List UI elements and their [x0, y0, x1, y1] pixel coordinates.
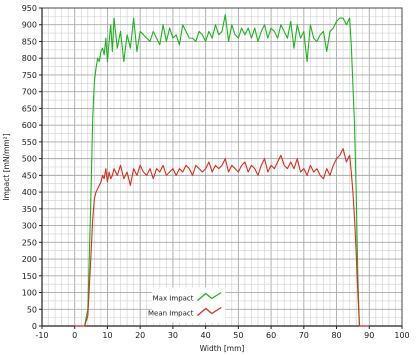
y-tick-label: 250	[22, 238, 37, 247]
y-tick-label: 850	[22, 37, 37, 46]
y-tick-label: 200	[22, 255, 37, 264]
x-tick-label: 30	[168, 331, 178, 340]
y-tick-label: 150	[22, 272, 37, 281]
legend-swatch-mean-impact	[197, 306, 222, 317]
y-tick-label: 950	[22, 4, 37, 13]
legend: Max Impact Mean Impact	[148, 287, 226, 323]
y-tick-label: 750	[22, 71, 37, 80]
x-tick-label: 50	[233, 331, 243, 340]
y-tick-label: 800	[22, 54, 37, 63]
legend-box	[151, 287, 226, 323]
grid	[41, 7, 403, 327]
axes	[41, 7, 403, 327]
y-axis-title: Impact [mN/mm²]	[2, 133, 11, 200]
legend-label-max-impact: Max Impact	[153, 295, 194, 303]
x-tick-label: 70	[299, 331, 309, 340]
series-line-mean-impact	[74, 148, 370, 327]
y-tick-label: 900	[22, 21, 37, 30]
series-lines	[74, 14, 370, 327]
y-tick-label: 400	[22, 188, 37, 197]
y-tick-label: 100	[22, 289, 37, 298]
y-tick-label: 650	[22, 104, 37, 113]
x-tick-label: 0	[72, 331, 77, 340]
legend-swatch-max-impact	[197, 291, 222, 302]
x-tick-label: 20	[135, 331, 145, 340]
y-tick-label: 600	[22, 121, 37, 130]
x-tick-label: 80	[331, 331, 341, 340]
x-tick-label: 10	[102, 331, 112, 340]
y-tick-label: 50	[27, 305, 37, 314]
y-tick-label: 500	[22, 155, 37, 164]
x-tick-label: 100	[394, 331, 409, 340]
y-tick-labels: 0 50 100 150 200 250 300 350 400 450 500 550 600 650 7…	[22, 4, 42, 331]
x-tick-label: 60	[266, 331, 276, 340]
x-tick-label: -10	[35, 331, 48, 340]
y-tick-label: 0	[32, 322, 37, 331]
y-tick-label: 700	[22, 88, 37, 97]
x-tick-labels: -10 0 10 20 30 40 50 60 70 80 90 100	[35, 326, 410, 340]
y-tick-label: 300	[22, 222, 37, 231]
y-tick-label: 350	[22, 205, 37, 214]
x-tick-label: 90	[364, 331, 374, 340]
series-line-max-impact	[74, 14, 370, 327]
x-axis-title: Width [mm]	[200, 344, 245, 353]
x-tick-label: 40	[201, 331, 211, 340]
y-tick-label: 450	[22, 171, 37, 180]
y-tick-label: 550	[22, 138, 37, 147]
legend-label-mean-impact: Mean Impact	[148, 310, 194, 318]
